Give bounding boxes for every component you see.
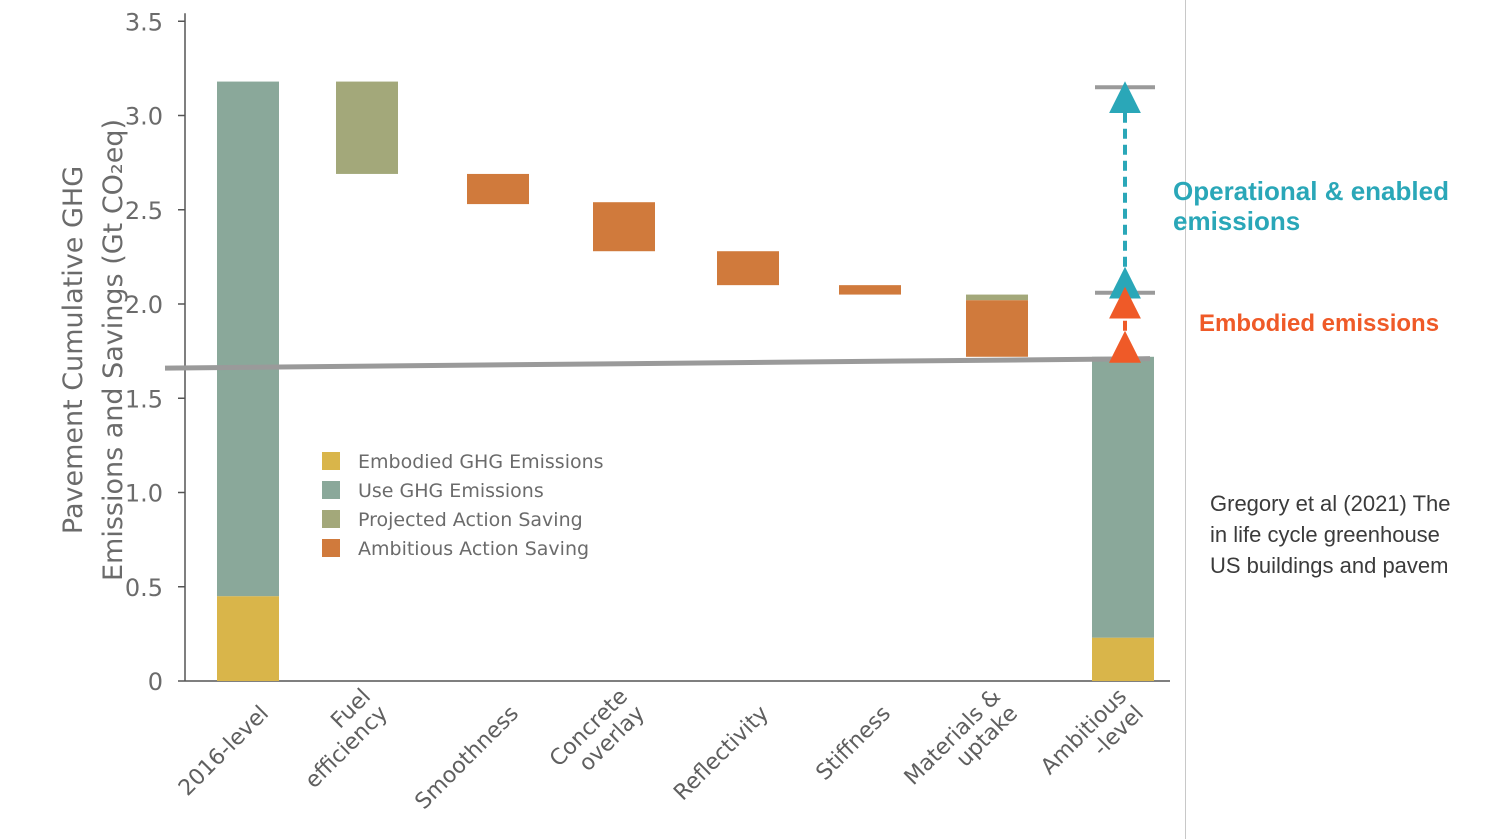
- category-label: 2016-level: [174, 701, 274, 801]
- bar-segment: [593, 202, 655, 252]
- legend-swatch: [322, 452, 340, 470]
- category-label: Smoothness: [411, 701, 524, 814]
- y-tick-label: 2.0: [125, 291, 163, 319]
- bar-segment: [966, 294, 1028, 301]
- category-label-line: Smoothness: [411, 701, 524, 814]
- bar-segment: [217, 81, 279, 597]
- operational-emissions-annotation: Operational & enabled emissions: [1173, 176, 1449, 236]
- bar-segment: [1092, 356, 1154, 638]
- y-tick-label: 3.5: [125, 8, 163, 36]
- panel-divider: [1185, 0, 1186, 839]
- category-label-line: Stiffness: [812, 701, 896, 785]
- bar-segment: [966, 300, 1028, 357]
- legend-label: Embodied GHG Emissions: [358, 451, 604, 473]
- y-tick-label: 1.5: [125, 385, 163, 413]
- y-tick-label: 0: [148, 668, 163, 696]
- y-axis-label: Emissions and Savings (Gt CO₂eq): [98, 119, 129, 581]
- y-tick-label: 1.0: [125, 480, 163, 508]
- legend-label: Ambitious Action Saving: [358, 538, 589, 560]
- citation-text: Gregory et al (2021) The in life cycle g…: [1210, 491, 1451, 578]
- legend-swatch: [322, 481, 340, 499]
- legend-swatch: [322, 539, 340, 557]
- bar-segment: [839, 285, 901, 295]
- reference-line: [164, 356, 1151, 371]
- bar-segment: [336, 81, 398, 174]
- bar-segment: [217, 596, 279, 681]
- bar-segment: [1092, 637, 1154, 681]
- legend-label: Projected Action Saving: [358, 509, 583, 531]
- category-label: Ambitious-level: [1036, 684, 1149, 780]
- category-label: Materials &uptake: [900, 684, 1023, 790]
- y-tick-label: 0.5: [125, 574, 163, 602]
- bar-segment: [717, 251, 779, 286]
- category-label-line: Reflectivity: [669, 701, 774, 806]
- embodied-emissions-annotation: Embodied emissions: [1199, 310, 1440, 337]
- bar-segment: [467, 173, 529, 205]
- y-tick-label: 2.5: [125, 197, 163, 225]
- category-label: Stiffness: [812, 701, 896, 785]
- operational-annotation-line1: Operational & enabled: [1173, 176, 1449, 206]
- y-tick-label: 3.0: [125, 103, 163, 131]
- legend-swatch: [322, 510, 340, 528]
- y-axis-label: Pavement Cumulative GHG: [58, 166, 89, 534]
- category-label: Reflectivity: [669, 701, 774, 806]
- category-label-line: 2016-level: [174, 701, 274, 801]
- legend-label: Use GHG Emissions: [358, 480, 544, 502]
- operational-annotation-line2: emissions: [1173, 206, 1301, 236]
